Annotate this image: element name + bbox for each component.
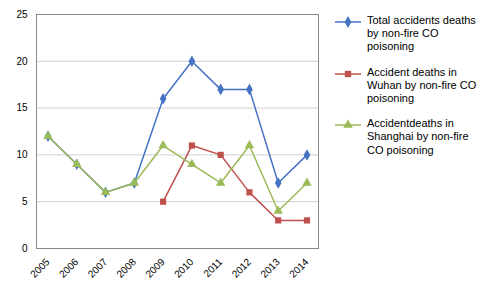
svg-text:2006: 2006 <box>57 256 81 280</box>
svg-text:15: 15 <box>16 102 28 113</box>
svg-text:10: 10 <box>16 149 28 160</box>
svg-text:5: 5 <box>22 196 28 207</box>
svg-text:0: 0 <box>22 243 28 254</box>
svg-text:2011: 2011 <box>201 256 224 279</box>
svg-text:2013: 2013 <box>258 256 282 280</box>
svg-text:25: 25 <box>16 9 28 20</box>
svg-text:2010: 2010 <box>172 256 196 280</box>
svg-text:2005: 2005 <box>28 256 52 280</box>
html-text:Accidentdeaths in Shanghai by: Accidentdeaths in Shanghai by non-fire C… <box>367 117 469 156</box>
svg-text:2012: 2012 <box>230 256 254 280</box>
svg-text:2008: 2008 <box>115 256 139 280</box>
svg-text:2014: 2014 <box>287 256 311 280</box>
html-text:Total accidents deaths by non-: Total accidents deaths by non-fire CO po… <box>367 14 476 53</box>
svg-text:20: 20 <box>16 56 28 67</box>
svg-text:2007: 2007 <box>86 256 110 280</box>
svg-text:2009: 2009 <box>143 256 167 280</box>
html-text:Accident deaths in Wuhan by no: Accident deaths in Wuhan by non-fire CO … <box>367 65 477 104</box>
